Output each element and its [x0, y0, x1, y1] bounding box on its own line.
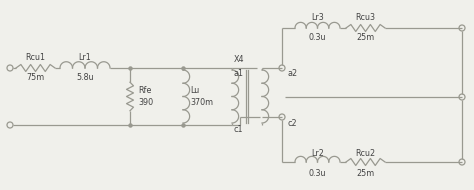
Text: Rcu2: Rcu2 [356, 149, 375, 158]
Text: 75m: 75m [27, 73, 45, 82]
Text: Lr1: Lr1 [79, 54, 91, 63]
Text: 0.3u: 0.3u [309, 169, 326, 177]
Text: Lr2: Lr2 [311, 149, 324, 158]
Text: Rfe: Rfe [138, 86, 151, 95]
Text: Lu: Lu [190, 86, 199, 95]
Text: 25m: 25m [356, 169, 374, 177]
Text: X4: X4 [234, 55, 245, 64]
Text: c1: c1 [234, 124, 244, 134]
Text: c2: c2 [288, 119, 298, 127]
Text: Rcu3: Rcu3 [356, 13, 375, 21]
Text: 390: 390 [138, 98, 153, 107]
Text: 25m: 25m [356, 32, 374, 41]
Text: a2: a2 [288, 70, 298, 78]
Text: Lr3: Lr3 [311, 13, 324, 21]
Text: Rcu1: Rcu1 [26, 54, 46, 63]
Text: 0.3u: 0.3u [309, 32, 326, 41]
Text: 370m: 370m [190, 98, 213, 107]
Text: 5.8u: 5.8u [76, 73, 94, 82]
Text: a1: a1 [234, 70, 244, 78]
